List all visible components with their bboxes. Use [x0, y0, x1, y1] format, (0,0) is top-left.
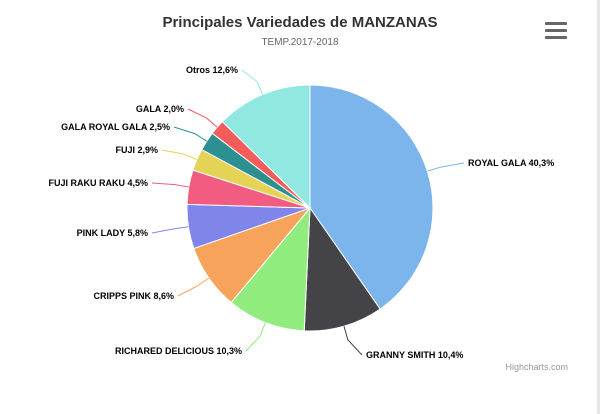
pie-slice-otros[interactable] [221, 84, 311, 210]
pie-slice-richared-delicious[interactable] [230, 206, 311, 332]
slice-label: GALA ROYAL GALA 2,5% [61, 122, 170, 132]
slice-label: GRANNY SMITH 10,4% [366, 350, 463, 360]
connector-line [343, 326, 363, 356]
pie-slice-royal-gala[interactable] [309, 84, 434, 310]
connector-line [427, 162, 465, 172]
page-edge [597, 0, 600, 414]
slice-label: GALA 2,0% [136, 104, 184, 114]
slice-label: ROYAL GALA 40,3% [468, 158, 554, 168]
connector-line [151, 182, 189, 188]
connector-line [151, 226, 189, 234]
connector-line [173, 126, 207, 142]
slice-label: PINK LADY 5,8% [77, 228, 148, 238]
connector-line [241, 69, 263, 95]
slice-label: FUJI RAKU RAKU 4,5% [48, 178, 148, 188]
hamburger-menu-icon[interactable] [545, 22, 567, 40]
chart-title: Principales Variedades de MANZANAS [162, 14, 438, 31]
slice-label: FUJI 2,9% [115, 145, 158, 155]
chart-subtitle: TEMP.2017-2018 [261, 37, 339, 48]
slice-label: RICHARED DELICIOUS 10,3% [115, 346, 242, 356]
pie-slice-granny-smith[interactable] [303, 206, 381, 332]
connector-line [161, 149, 198, 161]
connector-line [187, 108, 218, 128]
credits-link[interactable]: Highcharts.com [505, 362, 568, 372]
connector-line [177, 277, 210, 297]
slice-label: Otros 12,6% [186, 65, 238, 75]
connector-line [245, 322, 266, 352]
slice-label: CRIPPS PINK 8,6% [93, 291, 174, 301]
